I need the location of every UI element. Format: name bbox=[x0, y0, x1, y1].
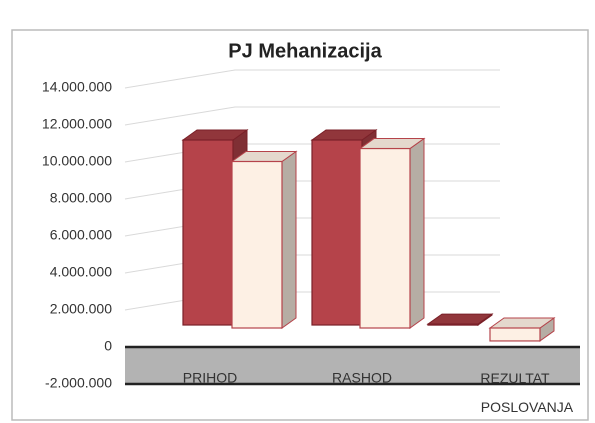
floor bbox=[125, 347, 580, 384]
x-tick-label: REZULTAT POSLOVANJA bbox=[477, 370, 574, 415]
x-tick-label: PRIHOD bbox=[183, 370, 237, 386]
y-tick-label: 0 bbox=[104, 338, 112, 354]
bar bbox=[182, 139, 234, 326]
y-tick-label: 8.000.000 bbox=[50, 190, 112, 206]
y-tick-label: 14.000.000 bbox=[42, 79, 112, 95]
y-tick-label: -2.000.000 bbox=[45, 375, 112, 391]
bar bbox=[231, 160, 283, 329]
y-tick-label: 4.000.000 bbox=[50, 264, 112, 280]
grid-line bbox=[124, 106, 500, 126]
bar-side bbox=[409, 137, 425, 329]
grid-line bbox=[124, 69, 500, 89]
y-tick-label: 10.000.000 bbox=[42, 153, 112, 169]
y-tick-label: 2.000.000 bbox=[50, 301, 112, 317]
bar bbox=[427, 323, 479, 326]
chart-title: PJ Mehanizacija bbox=[228, 40, 382, 62]
bar-side bbox=[281, 150, 297, 329]
y-tick-label: 12.000.000 bbox=[42, 116, 112, 132]
bar bbox=[311, 139, 363, 326]
y-tick-label: 6.000.000 bbox=[50, 227, 112, 243]
bar bbox=[489, 327, 541, 342]
x-tick-label: RASHOD bbox=[332, 370, 392, 386]
bar bbox=[359, 147, 411, 329]
